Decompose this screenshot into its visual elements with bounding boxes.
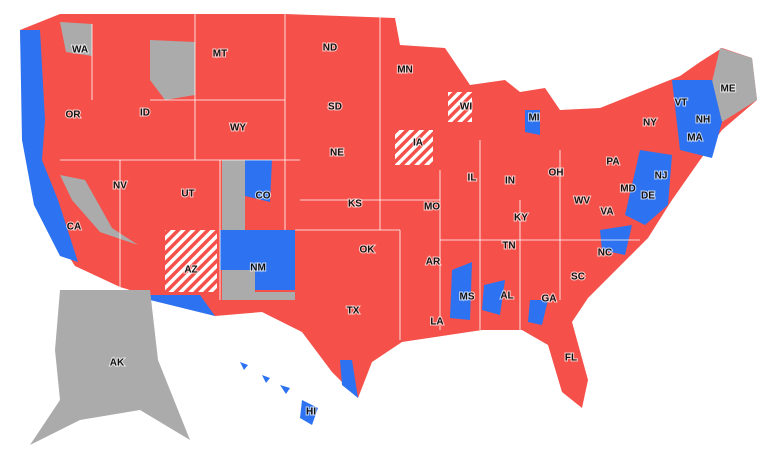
state-label: FL	[565, 353, 577, 364]
state-label: LA	[430, 317, 443, 328]
mississippi-delta	[450, 262, 472, 320]
state-label: VT	[675, 98, 688, 109]
georgia-district	[528, 300, 548, 325]
state-label: NY	[643, 118, 657, 129]
state-label: MA	[687, 133, 703, 144]
state-label: KY	[514, 213, 528, 224]
state-label: UT	[181, 189, 194, 200]
wisconsin-hatched	[448, 92, 472, 122]
state-label: DE	[641, 191, 655, 202]
state-label: AL	[500, 291, 513, 302]
alaska	[30, 290, 190, 445]
state-label: NJ	[655, 171, 668, 182]
state-label: MS	[460, 292, 475, 303]
map-shapes	[20, 14, 757, 445]
state-label: MI	[528, 113, 539, 124]
state-label: VA	[600, 207, 613, 218]
state-label: MO	[424, 202, 440, 213]
alabama-black-belt	[482, 280, 505, 315]
new-mexico-districts	[220, 230, 295, 290]
state-label: KS	[348, 199, 362, 210]
state-label: CO	[256, 191, 271, 202]
south-texas-district	[340, 360, 358, 398]
state-label: TX	[347, 306, 360, 317]
state-label: SD	[328, 102, 342, 113]
idaho-montana-gray	[150, 40, 195, 100]
mid-atlantic-districts	[625, 150, 672, 225]
state-label: ND	[323, 43, 337, 54]
state-label: OR	[66, 110, 82, 121]
state-label: PA	[606, 157, 619, 168]
state-label: ME	[721, 84, 736, 95]
inland-washington	[60, 22, 92, 56]
state-borders	[60, 14, 640, 340]
denver-districts	[245, 160, 272, 202]
state-labels: WA MT ND MN OR ID WY SD WI MI VT NH ME NY MA NE IA IL IN OH…	[65, 42, 737, 419]
state-label: OK	[360, 245, 376, 256]
maine	[712, 48, 757, 122]
state-label: MD	[620, 184, 636, 195]
state-label: MT	[213, 49, 227, 60]
new-england-districts	[672, 80, 722, 158]
state-label: SC	[571, 272, 585, 283]
state-label: IL	[468, 173, 477, 184]
state-label: CA	[67, 222, 81, 233]
state-label: WV	[574, 196, 590, 207]
state-label: AK	[110, 358, 125, 369]
new-mexico-gray	[222, 270, 295, 300]
state-label: NM	[250, 263, 266, 274]
state-label: HI	[306, 407, 316, 418]
east-california	[60, 175, 138, 245]
state-label: ID	[140, 108, 150, 119]
utah-colorado-gray	[222, 160, 245, 232]
state-label: WY	[230, 123, 246, 134]
west-coast-districts	[20, 30, 78, 262]
state-label: WA	[72, 45, 88, 56]
michigan-district	[525, 110, 540, 135]
state-label: NV	[113, 181, 127, 192]
arizona-hatched	[165, 230, 217, 292]
state-label: OH	[549, 168, 564, 179]
state-label: AR	[426, 257, 441, 268]
hawaii	[240, 362, 318, 425]
state-label: GA	[542, 294, 557, 305]
state-label: WI	[460, 102, 472, 113]
state-label: MN	[397, 65, 413, 76]
southern-arizona	[145, 295, 215, 316]
state-label: TN	[502, 241, 515, 252]
iowa-hatched	[395, 130, 433, 165]
state-label: IN	[505, 176, 515, 187]
state-label: NE	[330, 148, 344, 159]
state-label: NH	[696, 115, 710, 126]
state-label: IA	[413, 138, 423, 149]
state-label: NC	[598, 248, 612, 259]
state-label: AZ	[184, 265, 197, 276]
